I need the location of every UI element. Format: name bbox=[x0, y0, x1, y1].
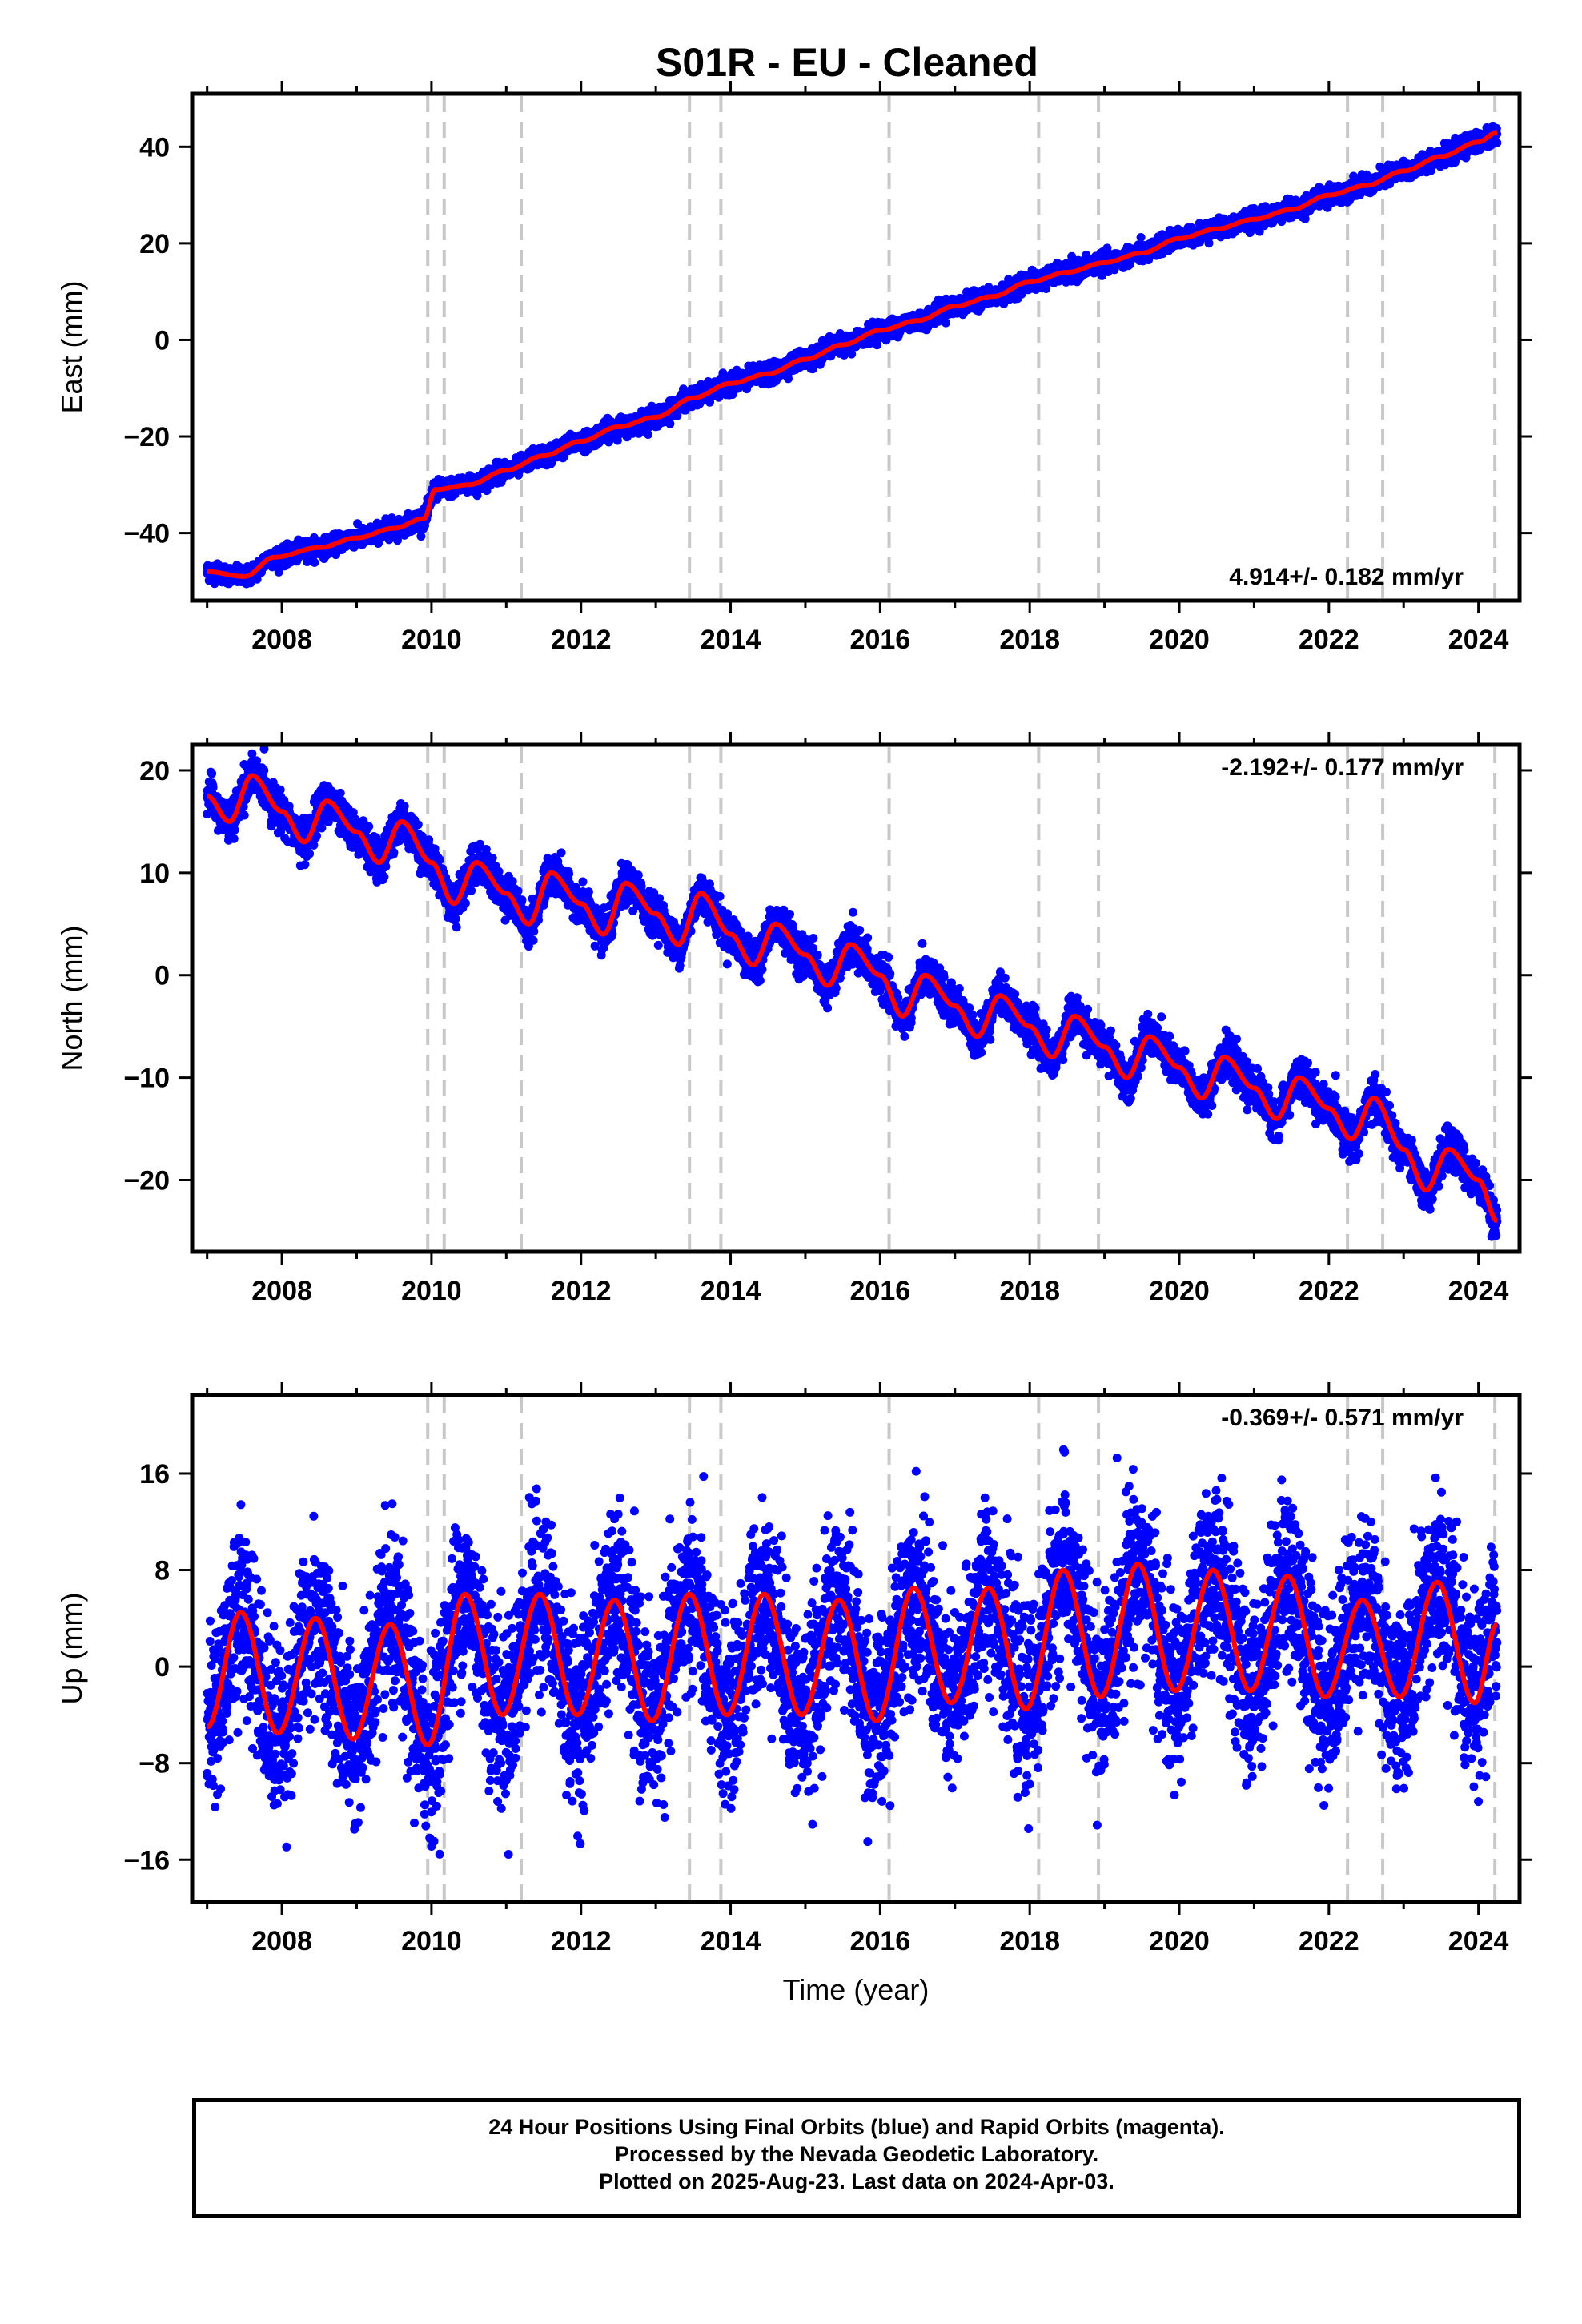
east-daily-positions bbox=[203, 121, 1502, 589]
east-panel: 2008 2010 2012 2014 2016 2018 2020 2022 2024−40−… bbox=[55, 81, 1532, 655]
east-position-point bbox=[310, 557, 319, 567]
east-position-point bbox=[644, 430, 652, 439]
east-position-point bbox=[784, 374, 793, 384]
east-position-point bbox=[665, 419, 675, 428]
east-position-point bbox=[416, 532, 426, 541]
east-position-point bbox=[941, 318, 950, 328]
east-position-point bbox=[1136, 233, 1146, 242]
east-position-point bbox=[673, 411, 682, 420]
figure-title: S01R - EU - Cleaned bbox=[656, 40, 1038, 85]
east-position-point bbox=[1204, 239, 1214, 248]
